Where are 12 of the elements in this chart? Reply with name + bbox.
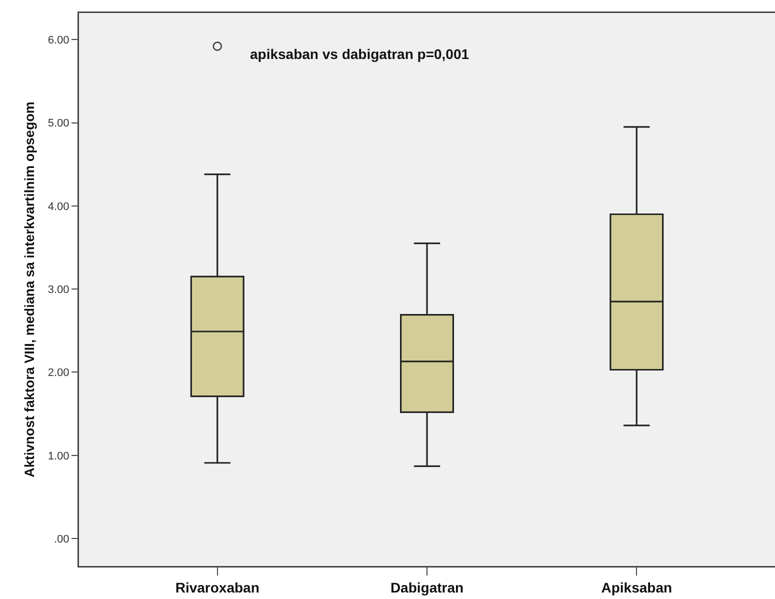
y-tick-label: 1.00 (48, 450, 70, 462)
annotation: apiksaban vs dabigatran p=0,001 (250, 46, 470, 62)
y-tick-label: 4.00 (48, 200, 70, 213)
y-tick-label: .00 (54, 533, 70, 546)
y-tick-label: 3.00 (48, 284, 70, 296)
y-tick-label: 5.00 (48, 118, 70, 130)
y-tick-label: 2.00 (48, 367, 70, 380)
x-tick-label: Dabigatran (390, 579, 464, 596)
x-tick-label: Apiksaban (601, 579, 672, 596)
y-axis-title: Aktivnost faktora VIII, mediana sa interkvartilnim opsegom (22, 102, 37, 478)
x-tick-label: Rivaroxaban (175, 579, 260, 596)
y-tick-label: 6.00 (48, 34, 70, 46)
